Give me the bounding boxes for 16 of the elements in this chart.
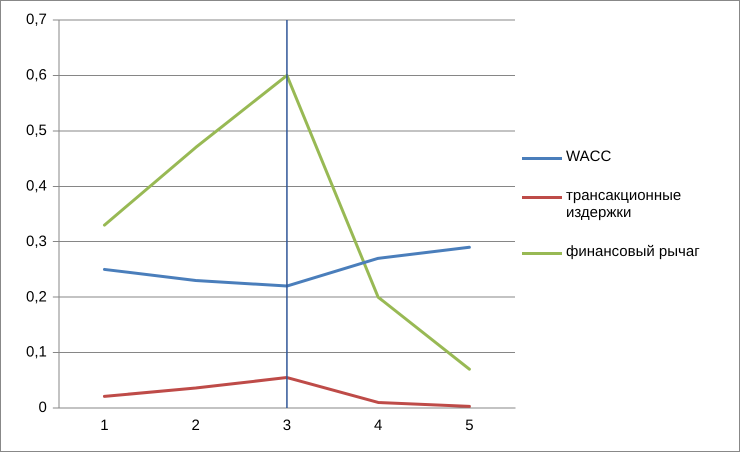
legend-label: WACC (566, 148, 612, 165)
x-tick-label: 3 (282, 417, 292, 434)
legend-label: трансакционные издержки (566, 187, 682, 221)
y-tick-label: 0 (38, 399, 47, 416)
y-tick-label: 0,5 (26, 122, 47, 139)
x-tick-label: 1 (100, 417, 109, 434)
y-tick-label: 0,3 (26, 232, 47, 250)
y-tick-label: 0,7 (26, 11, 47, 28)
y-tick-label: 0,6 (26, 66, 47, 84)
legend-label: финансовый рычаг (566, 243, 700, 260)
y-tick-label: 0,2 (26, 288, 47, 306)
y-tick-label: 0,1 (26, 344, 47, 361)
x-tick-label: 2 (192, 417, 200, 434)
x-tick-label: 5 (465, 417, 474, 434)
y-tick-label: 0,4 (26, 177, 47, 194)
x-tick-label: 4 (374, 417, 382, 434)
